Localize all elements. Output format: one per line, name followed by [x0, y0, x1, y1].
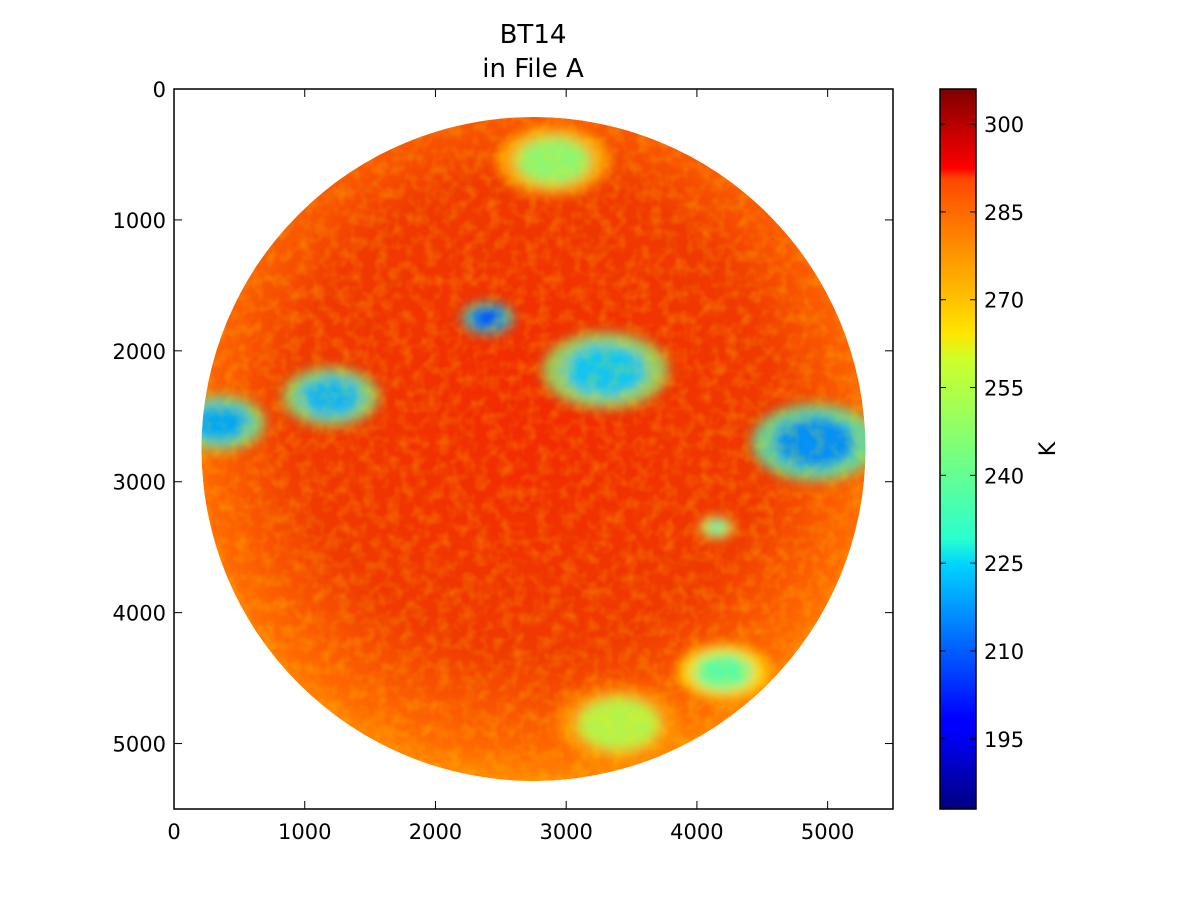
colorbar-tick-label: 225: [984, 552, 1024, 576]
y-tick-label: 2000: [113, 340, 166, 364]
colorbar-frame: [939, 88, 977, 810]
disk-texture: [201, 116, 866, 782]
colorbar-tick-label: 270: [984, 289, 1024, 313]
plot-area: 0 1000 2000 3000 4000 5000 0 1000 2000 3000 4000 5…: [113, 78, 894, 844]
colorbar-tick-label: 195: [984, 728, 1024, 752]
axes-frame: [173, 88, 894, 810]
y-axis: 0 1000 2000 3000 4000 5000: [113, 78, 893, 757]
x-axis: 0 1000 2000 3000 4000 5000: [167, 89, 854, 844]
x-tick-label: 5000: [801, 820, 854, 844]
x-tick-label: 1000: [278, 820, 331, 844]
colorbar-tick-label: 240: [984, 464, 1024, 488]
colorbar-gradient: [940, 89, 976, 809]
y-tick-label: 1000: [113, 209, 166, 233]
y-tick-label: 4000: [113, 602, 166, 626]
y-tick-label: 5000: [113, 733, 166, 757]
chart-title-line-2: in File A: [482, 54, 584, 84]
y-tick-label: 3000: [113, 471, 166, 495]
x-tick-label: 2000: [409, 820, 462, 844]
colorbar-tick-label: 210: [984, 640, 1024, 664]
chart-title-line-1: BT14: [500, 20, 567, 50]
x-tick-label: 4000: [670, 820, 723, 844]
colorbar-label: K: [1036, 441, 1061, 456]
colorbar-tick-label: 255: [984, 377, 1024, 401]
colorbar-tick-label: 300: [984, 113, 1024, 137]
colorbar-ticks: 195 210 225 240 255 270 285 300: [940, 113, 1024, 752]
colorbar-tick-label: 285: [984, 201, 1024, 225]
x-tick-label: 3000: [539, 820, 592, 844]
y-tick-label: 0: [153, 78, 166, 102]
colorbar: 195 210 225 240 255 270 285 300 K: [939, 88, 1061, 810]
x-tick-label: 0: [167, 820, 180, 844]
